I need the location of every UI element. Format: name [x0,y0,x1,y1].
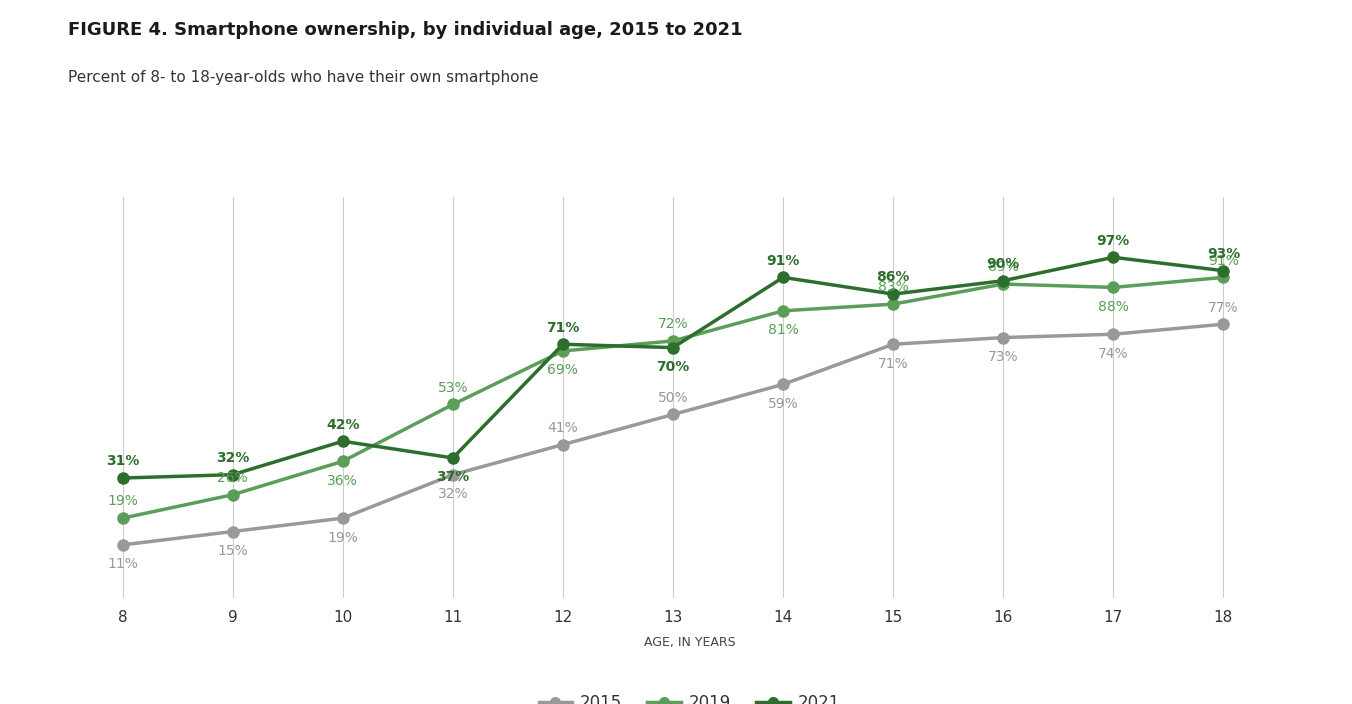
2021 [775,273,791,282]
Text: 50%: 50% [657,391,688,405]
Text: 77%: 77% [1209,301,1238,315]
2015 [1105,330,1121,339]
2021 [554,340,571,348]
2021 [224,470,241,479]
Text: 83%: 83% [877,280,909,294]
Text: 19%: 19% [327,531,358,545]
Text: 70%: 70% [656,360,690,374]
2019 [995,279,1011,289]
Text: 74%: 74% [1098,346,1129,360]
Text: 69%: 69% [548,363,579,377]
Text: 90%: 90% [987,257,1019,271]
Text: 41%: 41% [548,421,579,435]
2015 [224,527,241,536]
Text: 71%: 71% [877,357,909,371]
2015 [115,541,131,549]
2021 [665,344,681,352]
2021 [335,437,352,446]
Line: 2015: 2015 [118,319,1229,551]
Text: 93%: 93% [1207,247,1240,261]
Text: 37%: 37% [437,470,469,484]
Text: 71%: 71% [546,320,580,334]
2021 [886,290,902,298]
Text: 97%: 97% [1096,234,1130,248]
2019 [775,307,791,315]
Text: 26%: 26% [218,471,247,485]
2021 [445,453,461,462]
2015 [995,333,1011,341]
Text: Percent of 8- to 18-year-olds who have their own smartphone: Percent of 8- to 18-year-olds who have t… [68,70,538,85]
2015 [445,470,461,479]
Text: 73%: 73% [988,350,1018,364]
Text: FIGURE 4. Smartphone ownership, by individual age, 2015 to 2021: FIGURE 4. Smartphone ownership, by indiv… [68,21,742,39]
Text: 36%: 36% [327,474,358,488]
Text: 91%: 91% [767,253,800,268]
Legend: 2015, 2019, 2021: 2015, 2019, 2021 [531,687,848,704]
2015 [886,340,902,348]
Text: 88%: 88% [1098,300,1129,314]
Text: 11%: 11% [107,558,138,572]
Text: 72%: 72% [657,318,688,332]
2021 [1215,266,1232,275]
2015 [335,514,352,522]
Text: 86%: 86% [876,270,910,284]
2021 [1105,253,1121,262]
2021 [115,474,131,482]
Text: 53%: 53% [438,381,468,395]
2015 [775,380,791,389]
2019 [554,346,571,355]
2019 [335,457,352,465]
Text: 89%: 89% [988,260,1018,275]
Line: 2019: 2019 [118,272,1229,524]
Text: 15%: 15% [218,544,247,558]
2019 [665,337,681,345]
Text: 59%: 59% [768,397,799,411]
2021 [995,277,1011,285]
Text: 32%: 32% [438,487,468,501]
Text: 19%: 19% [107,494,138,508]
Text: 42%: 42% [326,417,360,432]
Text: 91%: 91% [1207,253,1238,268]
Text: 81%: 81% [768,323,799,337]
2019 [115,514,131,522]
Text: 31%: 31% [105,454,139,468]
2015 [1215,320,1232,328]
Text: 32%: 32% [216,451,249,465]
2015 [554,441,571,449]
Line: 2021: 2021 [118,252,1229,484]
2019 [1105,283,1121,291]
2015 [665,410,681,419]
2019 [1215,273,1232,282]
2019 [886,300,902,308]
2019 [224,491,241,499]
X-axis label: AGE, IN YEARS: AGE, IN YEARS [644,636,735,648]
2019 [445,400,461,408]
